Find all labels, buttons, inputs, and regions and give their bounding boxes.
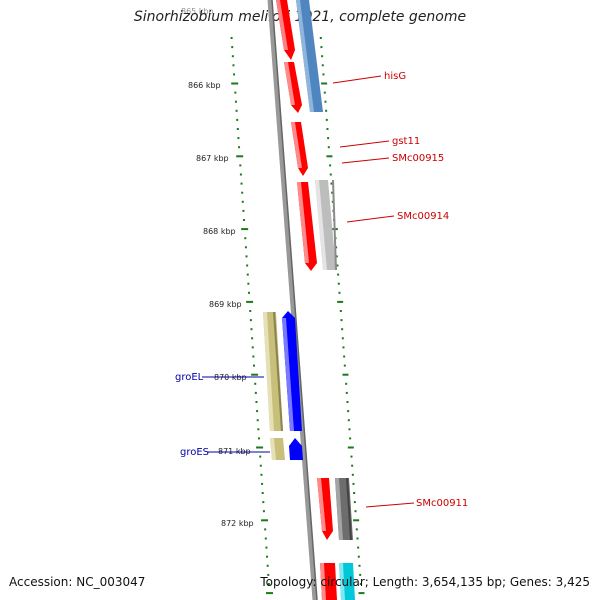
- gene-feature-bottom-partial[interactable]: [320, 563, 355, 600]
- genome-summary-text: Topology: circular; Length: 3,654,135 bp…: [260, 575, 590, 589]
- ruler-label-868: 868 kbp: [203, 227, 236, 236]
- genome-backbone-shade: [271, 0, 318, 600]
- gene-feature-SMc00914[interactable]: [297, 179, 337, 271]
- ruler-label-872: 872 kbp: [221, 519, 254, 528]
- gene-feature-groEL[interactable]: [263, 311, 302, 432]
- leader-line-SMc00915: [341, 157, 390, 164]
- gene-label-gst11[interactable]: gst11: [392, 136, 420, 147]
- genome-backbone: [267, 0, 318, 600]
- gene-label-groES[interactable]: groES: [180, 447, 209, 458]
- leader-line-gst11: [339, 140, 390, 148]
- gene-label-groEL[interactable]: groEL: [175, 372, 204, 383]
- ruler-label-partial: 865 kbp: [181, 7, 214, 16]
- leader-line-hisG: [332, 75, 382, 84]
- gene-label-SMc00914[interactable]: SMc00914: [397, 211, 449, 222]
- ruler-ticks-left: [230, 37, 274, 595]
- leader-line-SMc00914: [346, 215, 395, 223]
- ruler-label-866: 866 kbp: [188, 81, 221, 90]
- gene-label-SMc00915[interactable]: SMc00915: [392, 153, 444, 164]
- gene-feature-hisG[interactable]: [284, 0, 323, 113]
- gene-feature-groES[interactable]: [270, 438, 303, 460]
- ruler-label-867: 867 kbp: [196, 154, 229, 163]
- accession-text: Accession: NC_003047: [9, 575, 146, 589]
- gene-label-hisG[interactable]: hisG: [384, 71, 406, 82]
- gene-feature-top-red[interactable]: [276, 0, 295, 60]
- gene-feature-SMc00911[interactable]: [317, 477, 353, 541]
- gene-feature-gst11[interactable]: [291, 122, 308, 176]
- leader-line-SMc00911: [365, 502, 415, 508]
- ruler-label-869: 869 kbp: [209, 300, 242, 309]
- gene-label-SMc00911[interactable]: SMc00911: [416, 498, 468, 509]
